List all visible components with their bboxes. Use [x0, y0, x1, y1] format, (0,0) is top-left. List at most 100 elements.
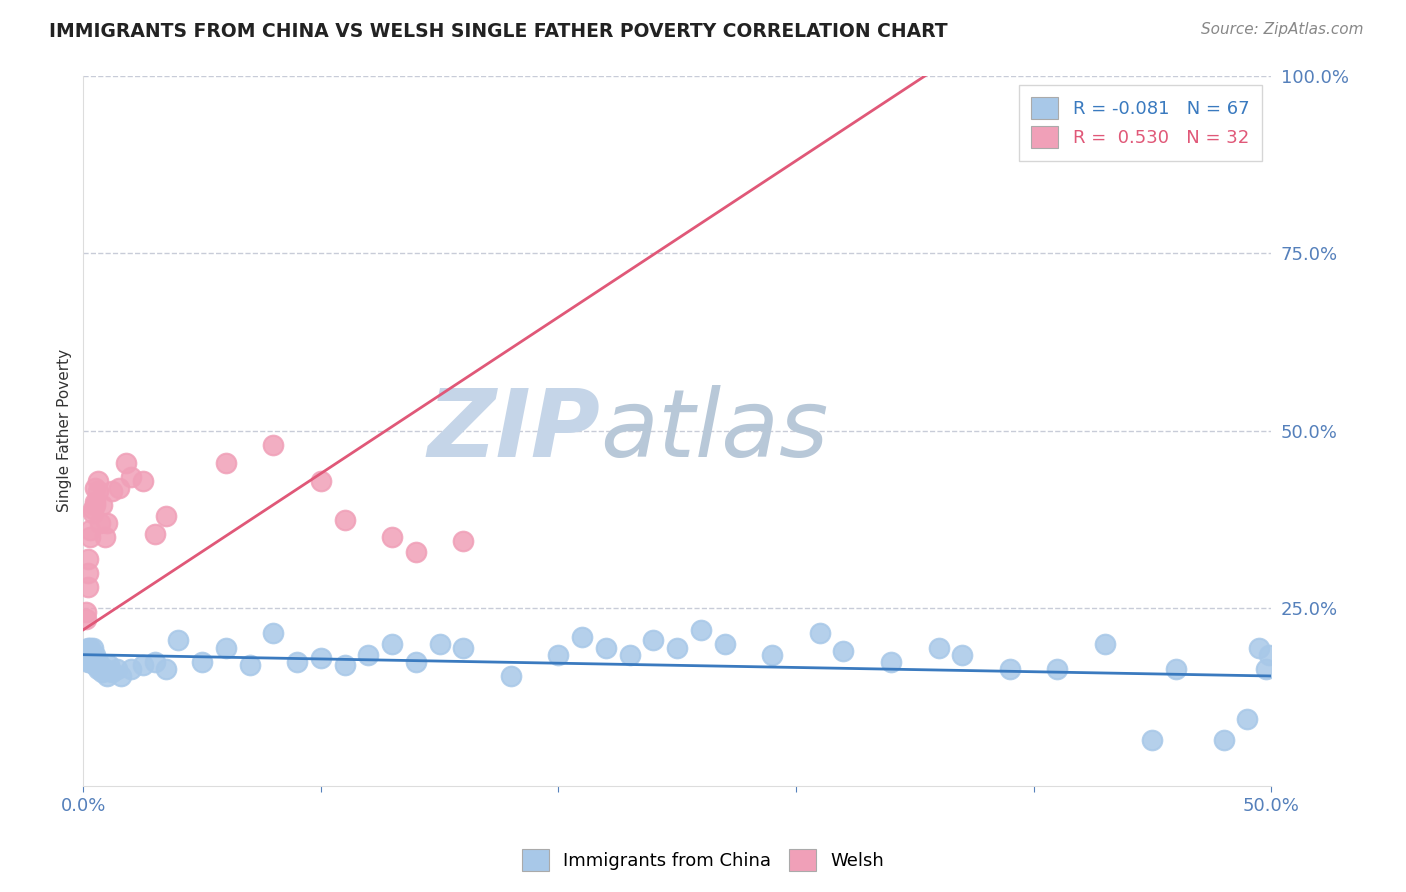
- Point: [79, 648, 101, 662]
- Point: [191, 655, 214, 669]
- Point: [215, 640, 238, 655]
- Point: [77, 551, 100, 566]
- Point: [547, 648, 569, 662]
- Point: [1249, 640, 1271, 655]
- Point: [1236, 712, 1258, 726]
- Point: [96, 516, 118, 531]
- Point: [82, 502, 104, 516]
- Point: [928, 640, 950, 655]
- Point: [690, 623, 713, 637]
- Point: [262, 626, 284, 640]
- Point: [1164, 662, 1187, 676]
- Point: [713, 637, 735, 651]
- Point: [405, 544, 427, 558]
- Text: Source: ZipAtlas.com: Source: ZipAtlas.com: [1201, 22, 1364, 37]
- Point: [79, 655, 101, 669]
- Point: [998, 662, 1021, 676]
- Point: [93, 662, 115, 676]
- Point: [75, 612, 97, 626]
- Point: [79, 640, 101, 655]
- Point: [82, 648, 104, 662]
- Point: [77, 640, 100, 655]
- Point: [950, 648, 973, 662]
- Point: [595, 640, 617, 655]
- Point: [499, 669, 522, 683]
- Point: [89, 658, 111, 673]
- Point: [285, 655, 308, 669]
- Point: [1256, 662, 1278, 676]
- Point: [91, 499, 114, 513]
- Point: [110, 669, 132, 683]
- Point: [143, 527, 166, 541]
- Text: ZIP: ZIP: [427, 384, 600, 477]
- Point: [86, 655, 108, 669]
- Point: [1257, 648, 1279, 662]
- Point: [86, 474, 108, 488]
- Point: [381, 530, 404, 544]
- Point: [880, 655, 903, 669]
- Point: [84, 495, 107, 509]
- Point: [143, 655, 166, 669]
- Point: [82, 651, 104, 665]
- Point: [215, 456, 238, 470]
- Legend: R = -0.081   N = 67, R =  0.530   N = 32: R = -0.081 N = 67, R = 0.530 N = 32: [1018, 85, 1263, 161]
- Point: [1094, 637, 1116, 651]
- Point: [453, 533, 475, 548]
- Point: [77, 648, 100, 662]
- Point: [101, 665, 124, 680]
- Point: [1142, 733, 1164, 747]
- Point: [333, 658, 356, 673]
- Point: [86, 662, 108, 676]
- Point: [239, 658, 262, 673]
- Point: [155, 509, 177, 524]
- Point: [105, 662, 128, 676]
- Point: [98, 658, 121, 673]
- Point: [82, 640, 104, 655]
- Point: [84, 481, 107, 495]
- Point: [1212, 733, 1234, 747]
- Point: [761, 648, 783, 662]
- Legend: Immigrants from China, Welsh: Immigrants from China, Welsh: [515, 842, 891, 879]
- Point: [309, 651, 332, 665]
- Y-axis label: Single Father Poverty: Single Father Poverty: [58, 350, 72, 512]
- Point: [453, 640, 475, 655]
- Point: [808, 626, 831, 640]
- Point: [75, 644, 97, 658]
- Point: [93, 530, 115, 544]
- Point: [666, 640, 689, 655]
- Point: [381, 637, 404, 651]
- Point: [131, 658, 153, 673]
- Point: [108, 481, 131, 495]
- Point: [309, 474, 332, 488]
- Point: [82, 506, 104, 520]
- Point: [429, 637, 451, 651]
- Point: [115, 456, 138, 470]
- Point: [84, 499, 107, 513]
- Text: atlas: atlas: [600, 385, 828, 476]
- Point: [89, 516, 111, 531]
- Point: [1046, 662, 1069, 676]
- Point: [101, 484, 124, 499]
- Point: [120, 662, 142, 676]
- Point: [77, 580, 100, 594]
- Point: [405, 655, 427, 669]
- Point: [79, 530, 101, 544]
- Point: [96, 669, 118, 683]
- Point: [643, 633, 665, 648]
- Point: [262, 438, 284, 452]
- Point: [571, 630, 593, 644]
- Point: [619, 648, 641, 662]
- Point: [84, 658, 107, 673]
- Point: [75, 648, 97, 662]
- Point: [131, 474, 153, 488]
- Point: [91, 665, 114, 680]
- Point: [333, 513, 356, 527]
- Point: [77, 655, 100, 669]
- Point: [86, 484, 108, 499]
- Point: [357, 648, 380, 662]
- Point: [75, 605, 97, 619]
- Point: [832, 644, 855, 658]
- Point: [77, 566, 100, 580]
- Point: [155, 662, 177, 676]
- Point: [84, 655, 107, 669]
